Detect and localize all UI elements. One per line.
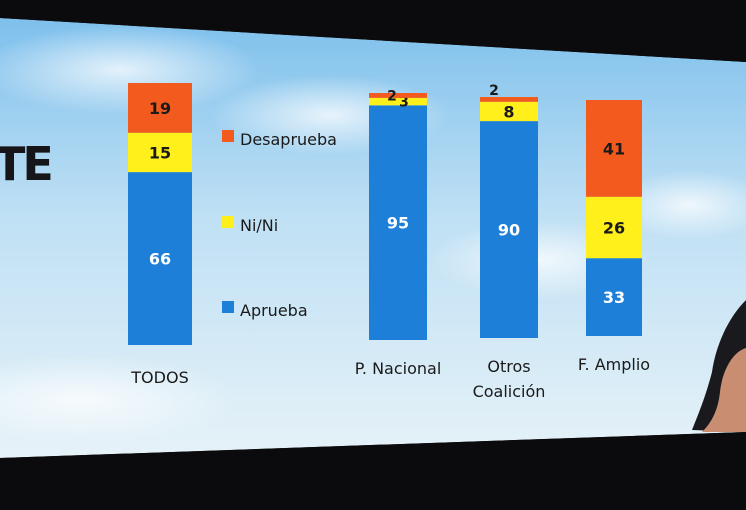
top-bezel xyxy=(0,0,746,62)
bar-2-aprueba xyxy=(480,121,538,338)
legend-label-ni-ni: Ni/Ni xyxy=(240,216,278,235)
data-label-0-aprueba: 66 xyxy=(149,250,171,269)
data-label-2-aprueba: 90 xyxy=(498,221,520,240)
bar-1-aprueba xyxy=(369,105,427,341)
bar-3-aprueba xyxy=(586,258,642,336)
bar-0-aprueba xyxy=(128,172,192,345)
bar-2-ni-ni xyxy=(480,101,538,122)
cloud-3 xyxy=(610,170,746,240)
bar-0-desaprueba xyxy=(128,83,192,133)
category-label-3: F. Amplio xyxy=(578,355,650,374)
data-label-2-desaprueba: 2 xyxy=(489,83,499,99)
bottom-bezel xyxy=(0,432,746,510)
category-label-0: TODOS xyxy=(130,368,188,387)
data-label-1-desaprueba: 2 xyxy=(387,89,397,105)
bar-3-desaprueba xyxy=(586,100,642,197)
presenter-hand xyxy=(692,300,746,432)
legend-swatch-desaprueba xyxy=(222,130,234,142)
bar-1-desaprueba xyxy=(369,93,427,98)
data-label-2-ni-ni: 8 xyxy=(503,103,514,122)
data-label-3-ni-ni: 26 xyxy=(603,218,625,237)
cloud-1 xyxy=(0,25,260,115)
legend-label-desaprueba: Desaprueba xyxy=(240,130,337,149)
bar-1-ni-ni xyxy=(369,97,427,106)
category-label-2-line-0: Otros xyxy=(487,357,530,376)
bar-0-ni-ni xyxy=(128,132,192,173)
data-label-1-ni-ni: 3 xyxy=(399,95,409,111)
data-label-3-desaprueba: 41 xyxy=(603,139,625,158)
category-label-2-line-1: Coalición xyxy=(473,382,546,401)
bar-3-ni-ni xyxy=(586,196,642,259)
channel-logo: TE xyxy=(0,137,51,191)
category-label-1: P. Nacional xyxy=(355,359,442,378)
legend-label-aprueba: Aprueba xyxy=(240,301,308,320)
bar-2-desaprueba xyxy=(480,97,538,102)
legend-swatch-ni-ni xyxy=(222,216,234,228)
data-label-1-aprueba: 95 xyxy=(387,214,409,233)
data-label-3-aprueba: 33 xyxy=(603,288,625,307)
data-label-0-ni-ni: 15 xyxy=(149,143,171,162)
legend-swatch-aprueba xyxy=(222,301,234,313)
cloud-4 xyxy=(0,355,240,445)
data-label-0-desaprueba: 19 xyxy=(149,99,171,118)
